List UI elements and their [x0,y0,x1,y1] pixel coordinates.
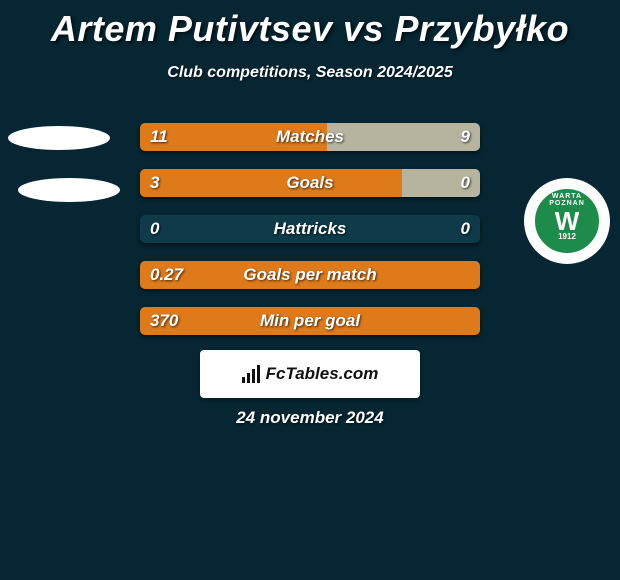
stat-row: Matches119 [0,114,620,160]
stat-bar-left-fill [140,307,480,335]
stat-bar-left-fill [140,123,327,151]
page-title: Artem Putivtsev vs Przybyłko [0,0,620,50]
stat-bar-track [140,123,480,151]
stat-bar-track [140,215,480,243]
stat-bar-left-fill [140,169,402,197]
stat-bar-track [140,169,480,197]
stat-bar-right-fill [402,169,480,197]
stat-bar-track [140,307,480,335]
brand-card[interactable]: FcTables.com [200,350,420,398]
date-text: 24 november 2024 [0,408,620,428]
bar-chart-icon [242,365,260,383]
stat-row: Hattricks00 [0,206,620,252]
stat-bar-right-fill [327,123,480,151]
stat-rows: Matches119Goals30Hattricks00Goals per ma… [0,114,620,344]
stat-row: Goals per match0.27 [0,252,620,298]
stat-row: Goals30 [0,160,620,206]
stat-row: Min per goal370 [0,298,620,344]
stat-bar-track [140,261,480,289]
stat-bar-left-fill [140,261,480,289]
comparison-infographic: Artem Putivtsev vs Przybyłko Club compet… [0,0,620,580]
brand-text: FcTables.com [266,364,379,384]
subtitle: Club competitions, Season 2024/2025 [0,64,620,82]
